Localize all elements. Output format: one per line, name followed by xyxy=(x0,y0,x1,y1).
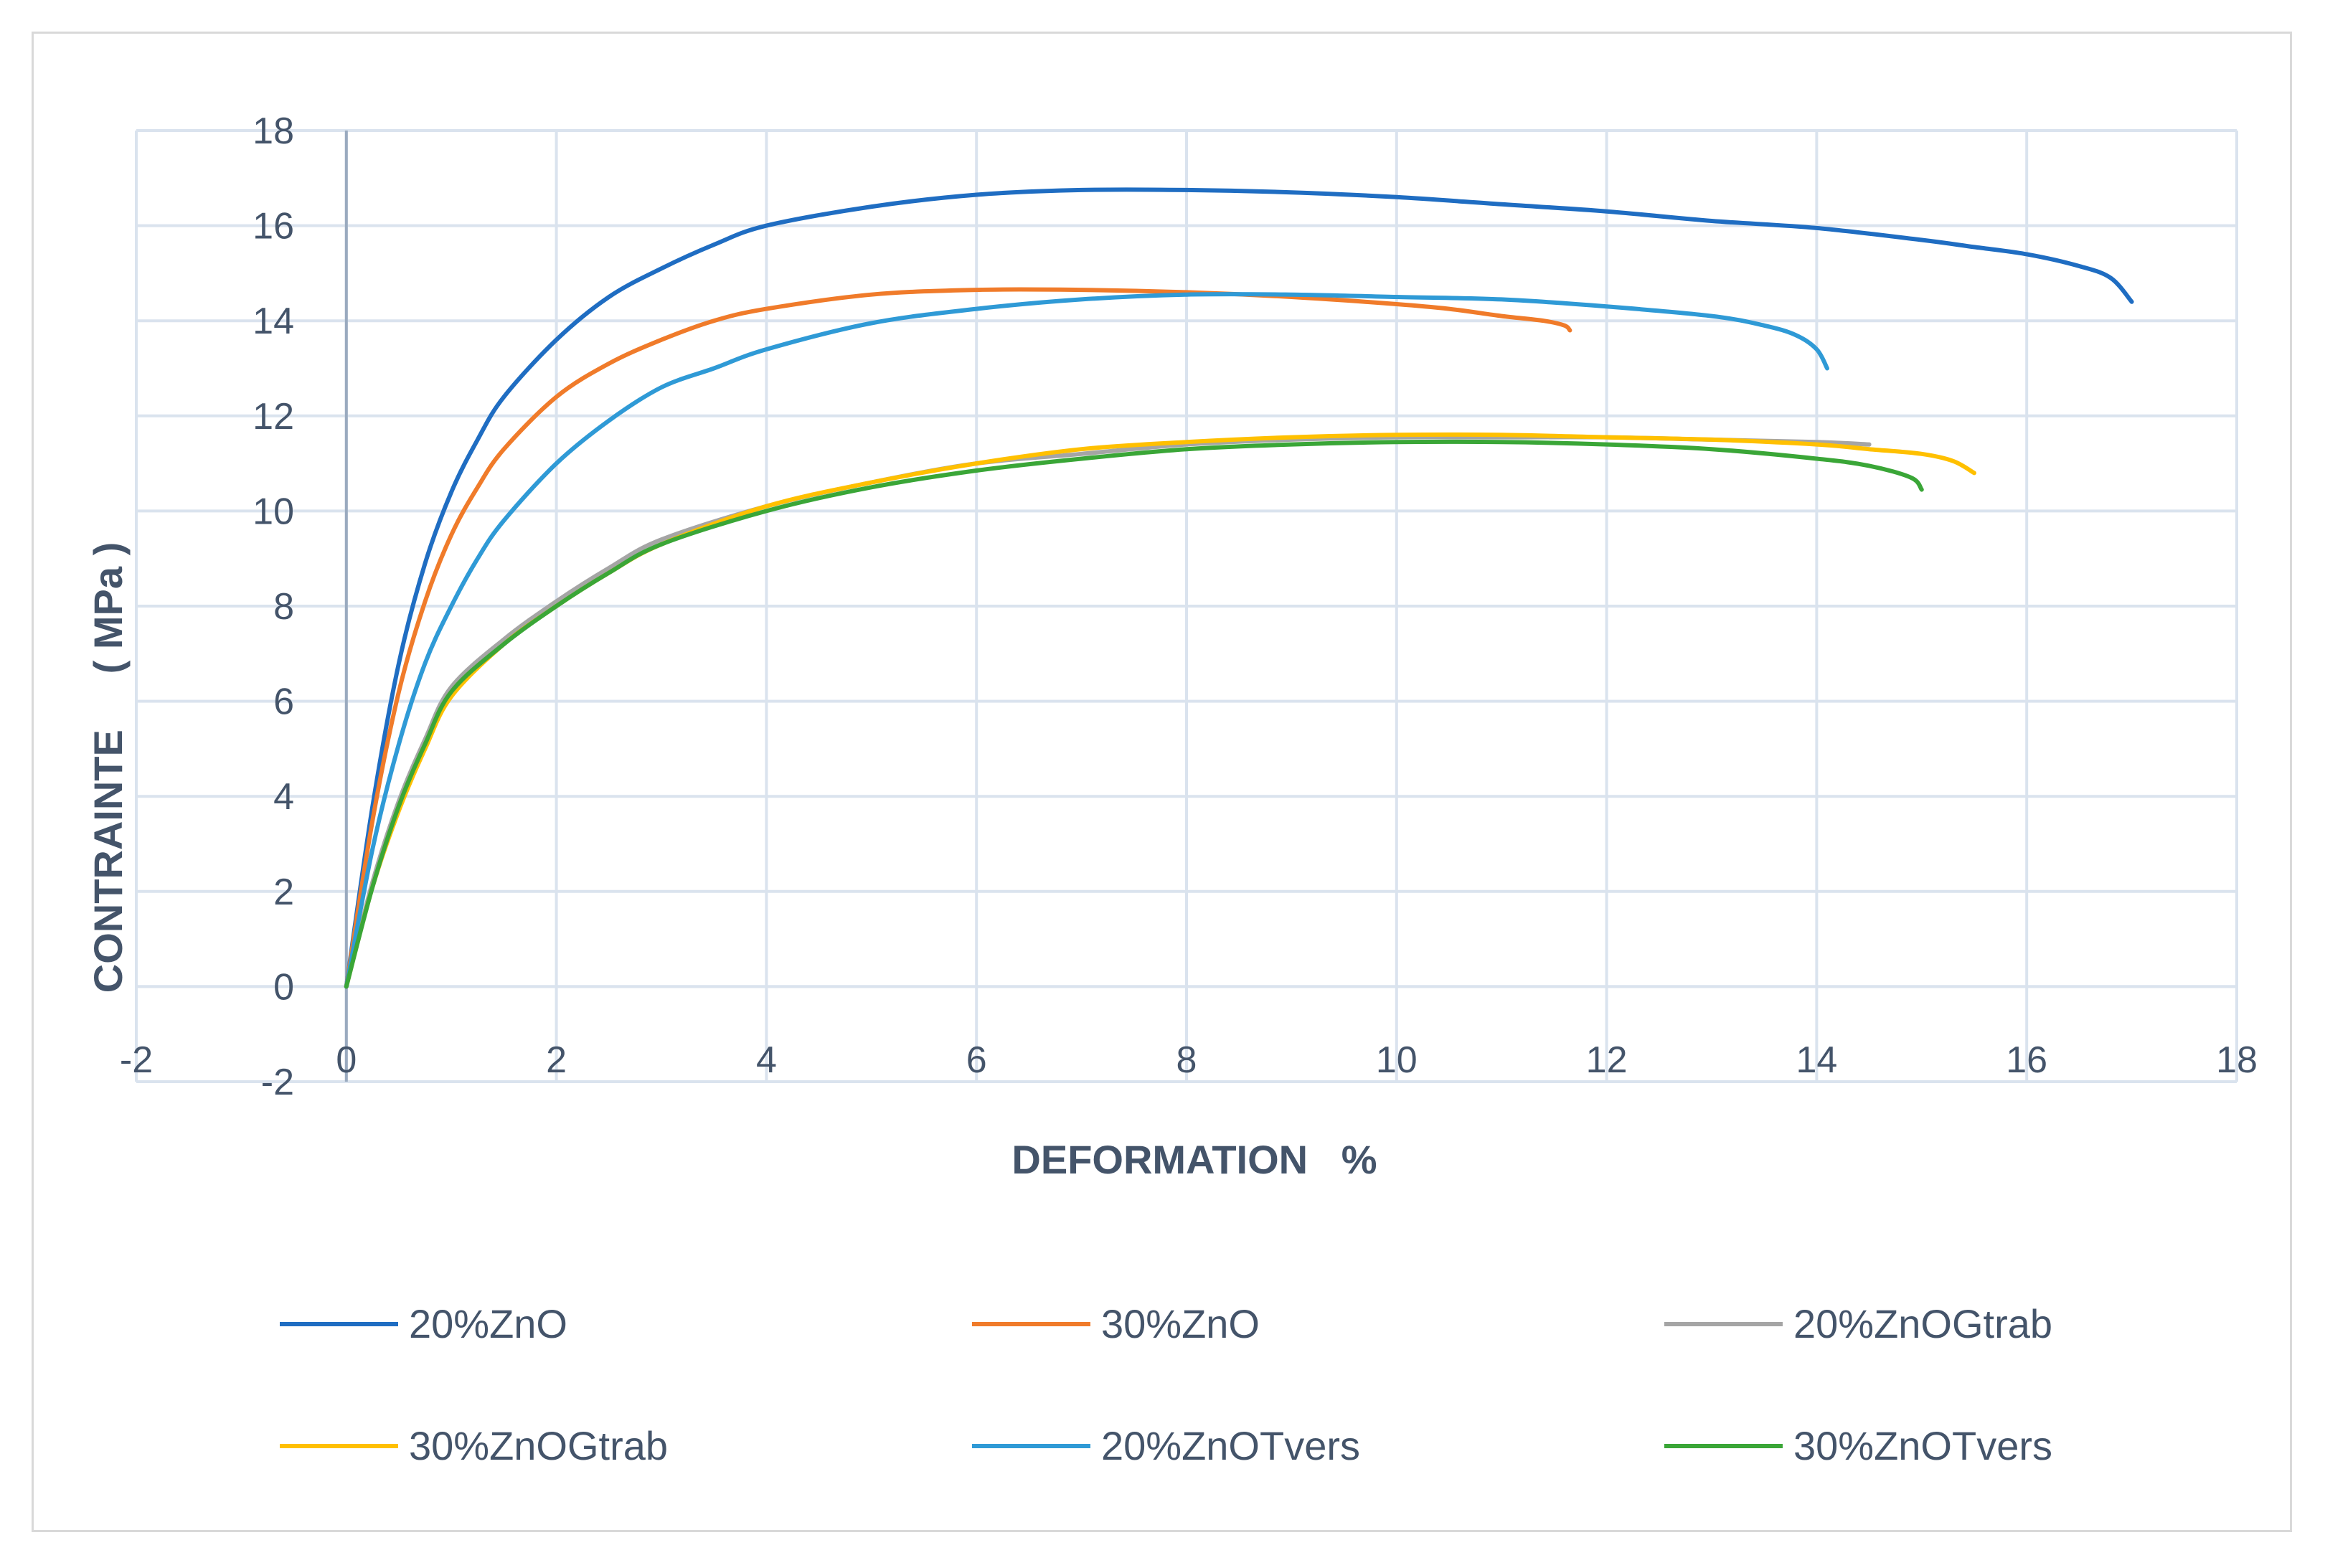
x-tick-label: 8 xyxy=(1176,1039,1197,1081)
y-tick-label: 0 xyxy=(273,966,294,1008)
series-line-0 xyxy=(344,187,2134,989)
series-line-3 xyxy=(344,432,1976,989)
x-tick-label: 18 xyxy=(2216,1039,2258,1081)
y-tick-label: 12 xyxy=(253,396,294,438)
axes xyxy=(136,131,2237,1082)
series-line-2 xyxy=(344,435,1872,989)
y-tick-label: 14 xyxy=(253,301,294,342)
chart-area xyxy=(32,32,2292,1532)
x-tick-label: 10 xyxy=(1376,1039,1418,1081)
legend-label-1: 30%ZnO xyxy=(1101,1301,1260,1346)
y-tick-label: 2 xyxy=(273,872,294,913)
y-tick-label: 8 xyxy=(273,586,294,628)
x-tick-label: -2 xyxy=(120,1039,153,1081)
y-tick-label: 18 xyxy=(253,110,294,152)
y-tick-label: 4 xyxy=(273,776,294,818)
y-tick-label: 10 xyxy=(253,491,294,532)
series-line-1 xyxy=(344,287,1572,989)
legend-label-4: 20%ZnOTvers xyxy=(1101,1423,1360,1468)
x-tick-label: 4 xyxy=(756,1039,777,1081)
x-tick-label: 0 xyxy=(336,1039,357,1081)
x-tick-label: 14 xyxy=(1796,1039,1837,1081)
legend-label-3: 30%ZnOGtrab xyxy=(409,1423,668,1468)
x-tick-label: 2 xyxy=(546,1039,567,1081)
y-tick-label: -2 xyxy=(261,1062,294,1103)
series-line-4 xyxy=(344,292,1829,989)
x-tick-label: 6 xyxy=(966,1039,987,1081)
legend-label-0: 20%ZnO xyxy=(409,1301,567,1346)
y-tick-label: 6 xyxy=(273,681,294,723)
series-lines xyxy=(344,187,2134,989)
legend-label-2: 20%ZnOGtrab xyxy=(1793,1301,2052,1346)
tick-labels: -2 0 2 4 6 8 10 12 14 16 18 -2 0 2 4 6 8 10 12 14 16 18 xyxy=(120,110,2258,1103)
legend-label-5: 30%ZnOTvers xyxy=(1793,1423,2052,1468)
legend: 20%ZnO 30%ZnO 20%ZnOGtrab 30%ZnOGtrab 20%ZnO… xyxy=(280,1301,2052,1468)
y-axis-label: CONTRAINTE ( MPa ) xyxy=(85,542,131,993)
x-tick-label: 16 xyxy=(2006,1039,2047,1081)
series-line-5 xyxy=(344,439,1924,989)
x-axis-label: DEFORMATION % xyxy=(1011,1137,1377,1182)
y-tick-label: 16 xyxy=(253,206,294,247)
x-tick-label: 12 xyxy=(1586,1039,1628,1081)
